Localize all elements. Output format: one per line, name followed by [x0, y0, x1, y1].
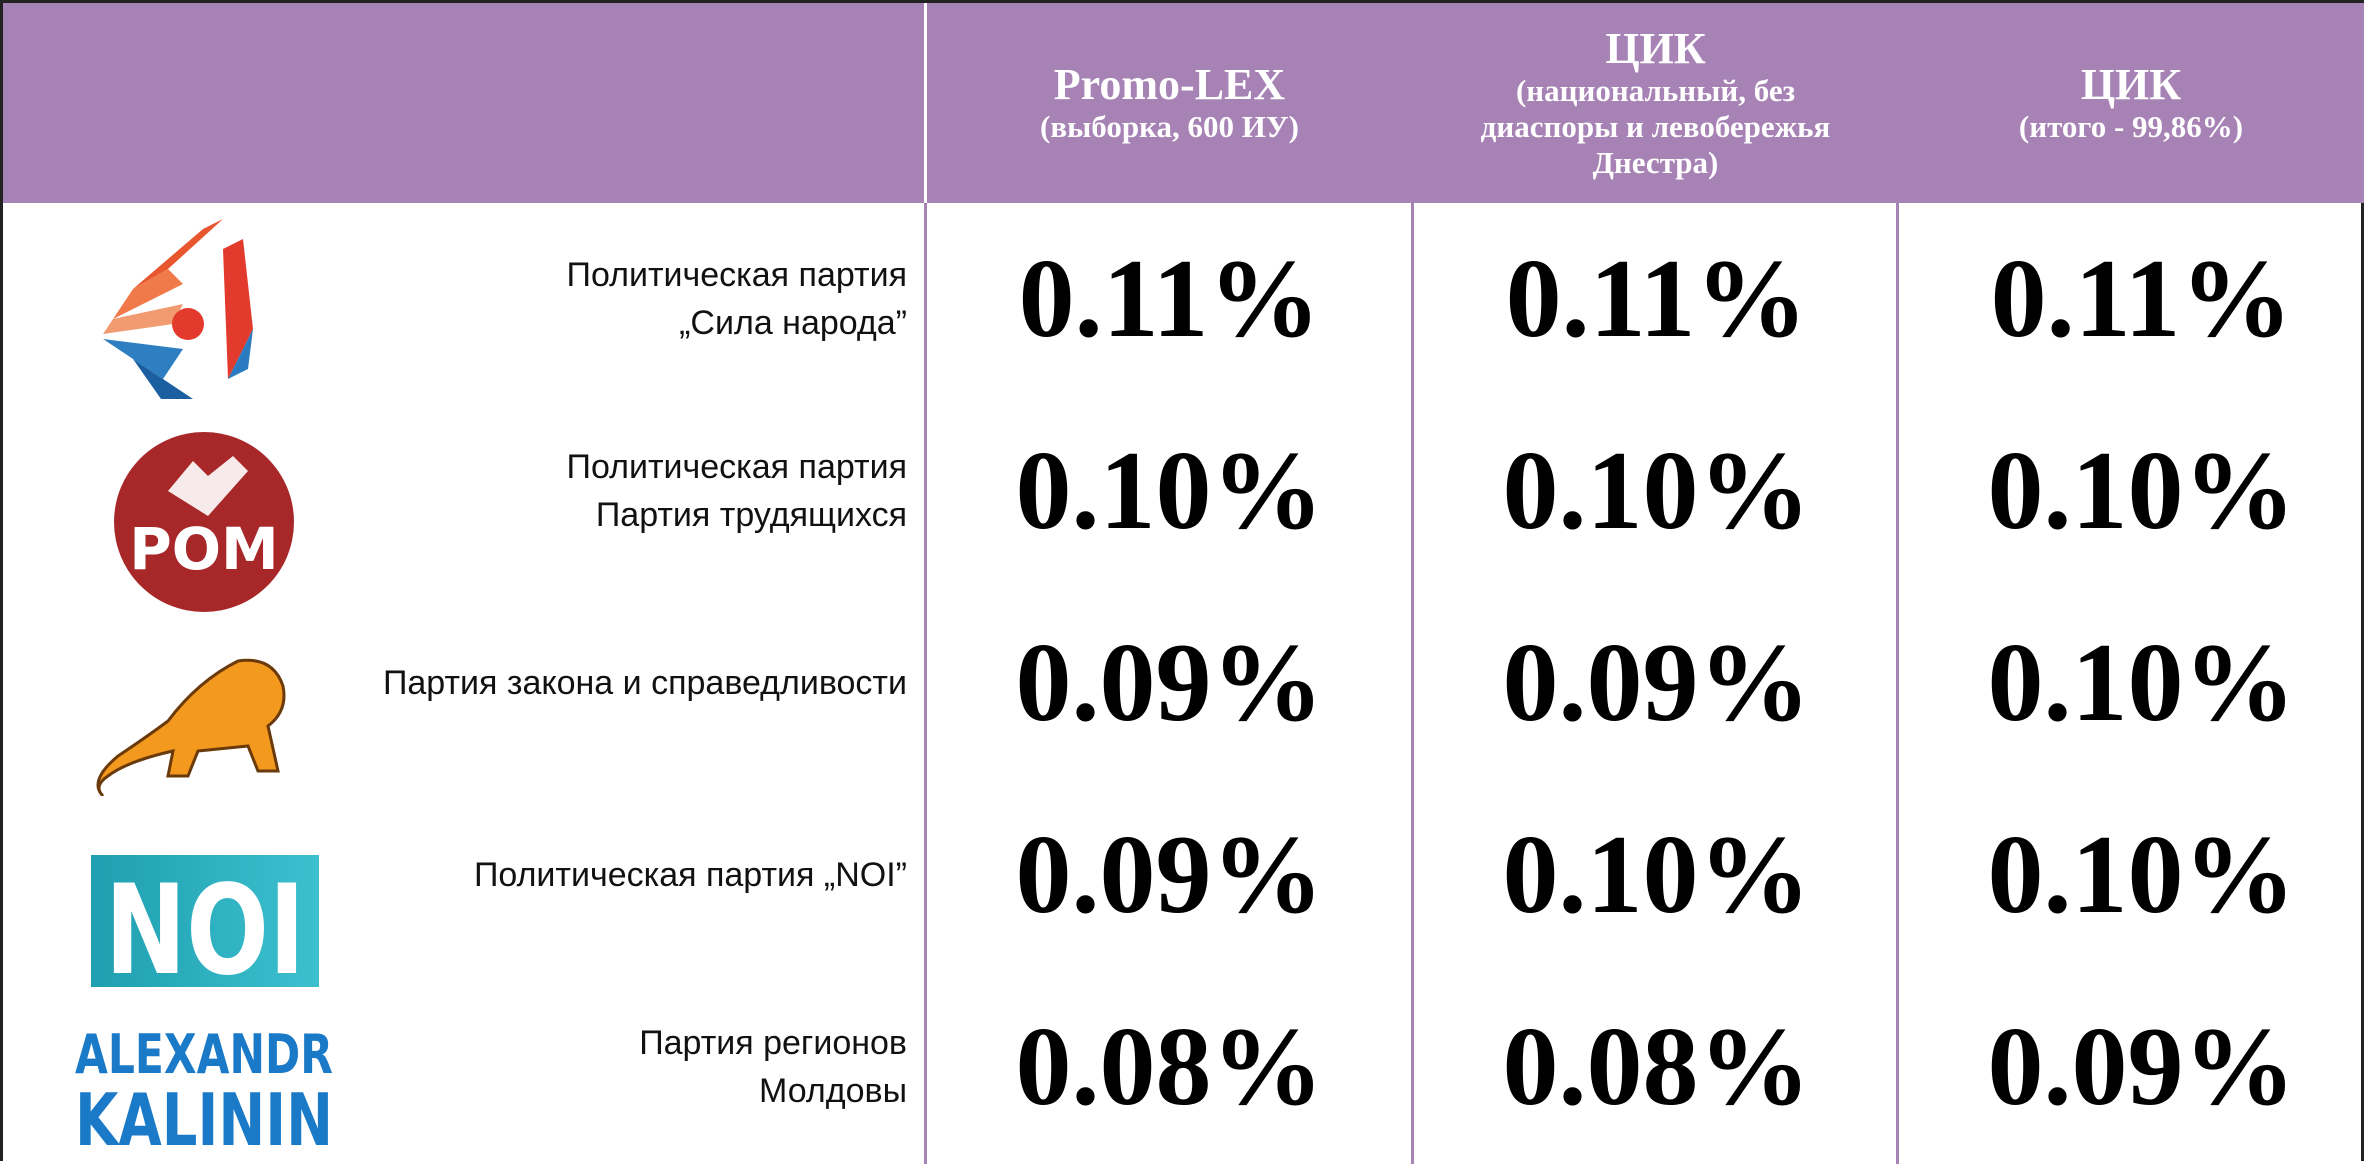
name-line: Партия трудящихся — [595, 496, 907, 534]
column-divider — [1411, 3, 1414, 1164]
party-row: ALEXANDR KALININ Партия регионов Молдовы… — [3, 971, 2364, 1163]
header-title: ЦИК — [2080, 60, 2182, 109]
name-line: Политическая партия — [566, 256, 907, 294]
logo-text: NOI — [105, 859, 305, 987]
value-cell: 0.09% — [1015, 812, 1324, 937]
value-cell: 0.10% — [1502, 812, 1811, 937]
value-cell: 0.10% — [1502, 428, 1811, 553]
header-title: Promo-LEX — [1053, 60, 1286, 109]
name-line: Партия закона и справедливости — [382, 664, 907, 702]
party-row: NOI Политическая партия „NOI” 0.09% 0.10… — [3, 779, 2364, 987]
column-divider — [924, 203, 927, 1164]
header-subtitle: (выборка, 600 ИУ) — [1040, 109, 1299, 144]
party-name: Политическая партия „Сила народа” — [567, 203, 907, 395]
name-line: „Сила народа” — [679, 304, 907, 342]
value-cell: 0.09% — [1015, 620, 1324, 745]
party-row: Политическая партия „Сила народа” 0.11% … — [3, 203, 2364, 399]
value-cell: 0.11% — [1990, 236, 2293, 361]
party-logo — [96, 658, 286, 796]
value-cell: 0.08% — [1015, 1004, 1324, 1129]
party-name: Партия регионов Молдовы — [639, 971, 907, 1163]
value-cell: 0.11% — [1505, 236, 1808, 361]
party-name: Политическая партия Партия трудящихся — [567, 395, 907, 587]
name-line: Молдовы — [759, 1072, 907, 1110]
value-cell: 0.10% — [1987, 620, 2296, 745]
party-row: PОМ Политическая партия Партия трудящихс… — [3, 395, 2364, 612]
header-cell: ЦИК (итого - 99,86%) — [1898, 3, 2364, 203]
header-subtitle: (итого - 99,86%) — [2018, 109, 2244, 144]
header-subtitle: (национальный, без диаспоры и левобережь… — [1480, 73, 1831, 180]
value-cell: 0.10% — [1987, 428, 2296, 553]
name-line: Партия регионов — [639, 1024, 907, 1062]
value-cell: 0.09% — [1502, 620, 1811, 745]
party-row: Партия закона и справедливости 0.09% 0.0… — [3, 587, 2364, 796]
value-cell: 0.09% — [1987, 1004, 2296, 1129]
logo-text: KALININ — [75, 1078, 333, 1150]
header-cell: Promo-LEX (выборка, 600 ИУ) — [926, 3, 1413, 203]
logo-text: PОМ — [129, 515, 279, 583]
header-divider — [924, 3, 927, 203]
value-cell: 0.11% — [1018, 236, 1321, 361]
logo-text: ALEXANDR — [75, 1025, 333, 1086]
name-line: Политическая партия — [566, 448, 907, 486]
value-cell: 0.08% — [1502, 1004, 1811, 1129]
header-cell: ЦИК (национальный, без диаспоры и левобе… — [1413, 3, 1898, 203]
column-divider — [1896, 3, 1899, 1164]
header-blank — [3, 3, 926, 203]
party-logo: NOI — [91, 855, 319, 987]
party-logo — [103, 219, 253, 399]
party-logo: ALEXANDR KALININ — [75, 1025, 333, 1150]
name-line: Политическая партия „NOI” — [473, 856, 907, 894]
party-name: Партия закона и справедливости — [383, 587, 907, 779]
value-cell: 0.10% — [1015, 428, 1324, 553]
party-name: Политическая партия „NOI” — [474, 779, 907, 971]
value-cell: 0.10% — [1987, 812, 2296, 937]
party-logo: PОМ — [114, 432, 294, 612]
header-title: ЦИК — [1605, 24, 1706, 73]
